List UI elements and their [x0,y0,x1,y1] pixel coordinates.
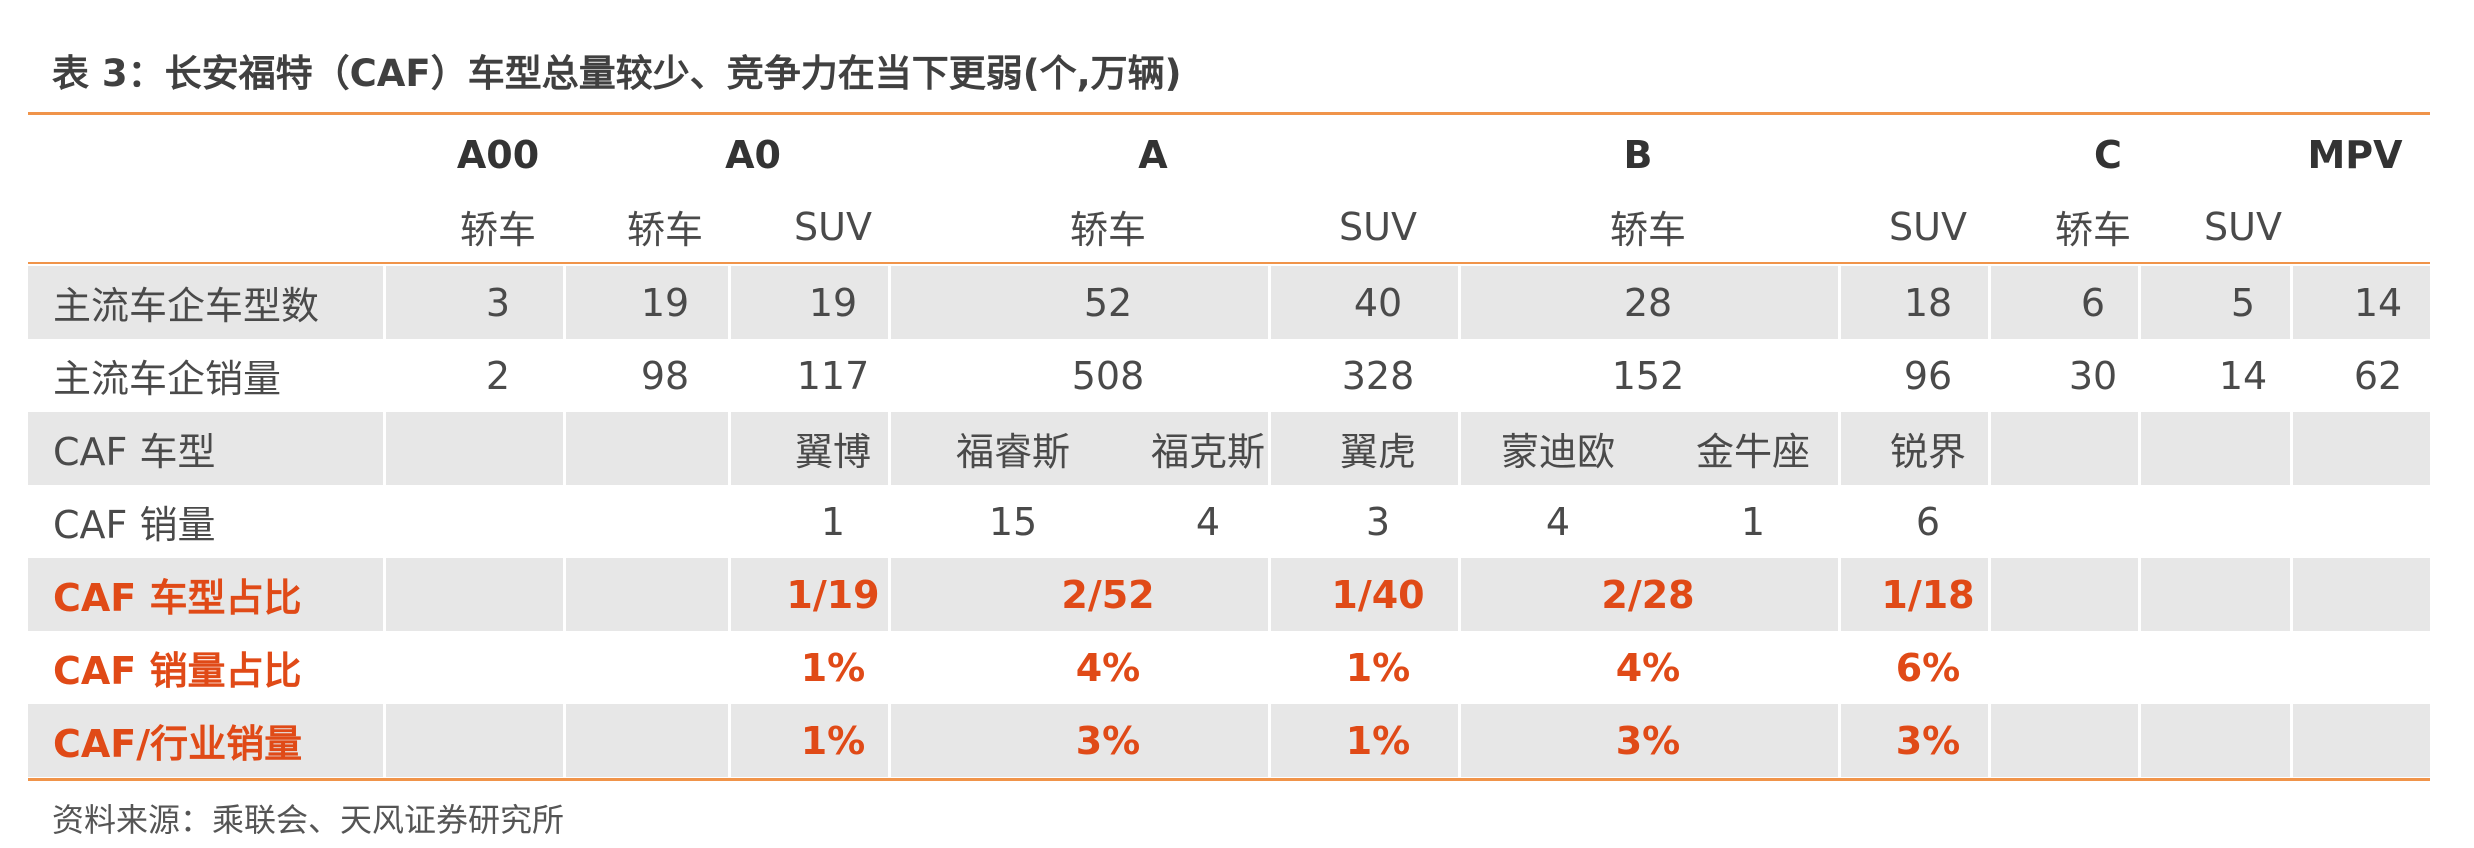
cell-value: 4 [1545,499,1571,544]
sub-c-sedan: 轿车 [2054,208,2131,252]
row-label: CAF 车型 [53,430,216,474]
row-label: CAF/行业销量 [53,722,303,766]
sub-b-sedan: 轿车 [1609,208,1686,252]
cell-value: 328 [1341,353,1415,398]
cell-value: 1/40 [1331,572,1425,617]
row-label: 主流车企车型数 [53,284,320,328]
cell-value: 15 [988,499,1038,544]
cell-value: 3% [1615,718,1681,763]
table-row-model-count: 主流车企车型数 3 19 19 52 40 28 18 6 5 14 [28,266,2430,339]
table-title: 表 3：长安福特（CAF）车型总量较少、竞争力在当下更弱(个,万辆) [52,52,1182,95]
cell-value: 翼虎 [1339,430,1416,474]
cell-value: 金牛座 [1695,430,1810,474]
table-row-caf-sales-share: CAF 销量占比 1% 4% 1% 4% 6% [28,631,2430,704]
cell-value: 1% [1345,718,1411,763]
cell-value: 锐界 [1889,430,1966,474]
cell-value: 52 [1083,280,1133,325]
cell-value: 福克斯 [1150,430,1265,474]
cell-value: 14 [2353,280,2403,325]
cell-value: 1 [820,499,846,544]
cell-value: 152 [1611,353,1685,398]
cell-value: 1% [800,645,866,690]
cell-value: 19 [808,280,858,325]
row-label: CAF 销量 [53,503,216,547]
cell-value: 19 [640,280,690,325]
sub-a-sedan: 轿车 [1069,208,1146,252]
cell-value: 98 [640,353,690,398]
header-group-row: A00 A0 A B C MPV [28,118,2430,191]
table-row-caf-model-share: CAF 车型占比 1/19 2/52 1/40 2/28 1/18 [28,558,2430,631]
sub-a00-sedan: 轿车 [459,208,536,252]
cell-value: 6 [2080,280,2106,325]
group-c: C [2094,132,2122,177]
cell-value: 1% [1345,645,1411,690]
cell-value: 3 [485,280,511,325]
cell-value: 3% [1075,718,1141,763]
cell-value: 117 [796,353,870,398]
cell-value: 508 [1071,353,1145,398]
sub-a0-suv: SUV [794,204,872,249]
sub-a0-sedan: 轿车 [626,208,703,252]
cell-value: 14 [2218,353,2268,398]
cell-value: 96 [1903,353,1953,398]
table-row-sales: 主流车企销量 2 98 117 508 328 152 96 30 14 62 [28,339,2430,412]
table-row-caf-industry-share: CAF/行业销量 1% 3% 1% 3% 3% [28,704,2430,777]
cell-value: 1/18 [1881,572,1975,617]
cell-value: 1% [800,718,866,763]
header-sub-row: 轿车 轿车 SUV 轿车 SUV 轿车 SUV 轿车 SUV [28,190,2430,263]
table-row-caf-models: CAF 车型 翼博 福睿斯 福克斯 翼虎 蒙迪欧 金牛座 锐界 [28,412,2430,485]
cell-value: 40 [1353,280,1403,325]
cell-value: 3% [1895,718,1961,763]
row-label: CAF 车型占比 [53,576,302,620]
cell-value: 福睿斯 [955,430,1070,474]
cell-value: 蒙迪欧 [1500,430,1615,474]
group-a0: A0 [725,132,781,177]
cell-value: 28 [1623,280,1673,325]
cell-value: 2/28 [1601,572,1695,617]
cell-value: 30 [2068,353,2118,398]
sub-b-suv: SUV [1889,204,1967,249]
cell-value: 1 [1740,499,1766,544]
group-a: A [1138,132,1168,177]
cell-value: 4% [1075,645,1141,690]
row-label: 主流车企销量 [53,357,282,401]
group-b: B [1623,132,1653,177]
cell-value: 62 [2353,353,2403,398]
cell-value: 4 [1195,499,1221,544]
bottom-rule [28,778,2430,781]
sub-c-suv: SUV [2204,204,2282,249]
cell-value: 6 [1915,499,1941,544]
cell-value: 1/19 [786,572,880,617]
cell-value: 6% [1895,645,1961,690]
sub-a-suv: SUV [1339,204,1417,249]
row-label: CAF 销量占比 [53,649,302,693]
group-mpv: MPV [2307,132,2403,177]
cell-value: 18 [1903,280,1953,325]
cell-value: 2/52 [1061,572,1155,617]
cell-value: 2 [485,353,511,398]
group-a00: A00 [456,132,540,177]
cell-value: 3 [1365,499,1391,544]
source-note: 资料来源：乘联会、天风证券研究所 [52,801,565,839]
top-rule [28,112,2430,115]
header-rule [28,262,2430,264]
table-row-caf-sales: CAF 销量 1 15 4 3 4 1 6 [28,485,2430,558]
cell-value: 5 [2230,280,2256,325]
cell-value: 翼博 [794,430,871,474]
cell-value: 4% [1615,645,1681,690]
